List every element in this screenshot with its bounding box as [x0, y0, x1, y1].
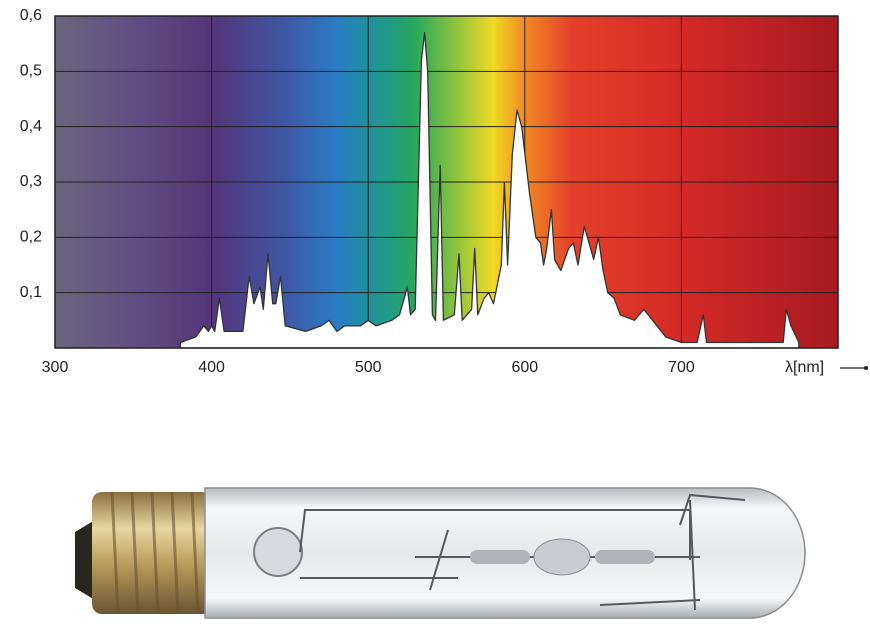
- x-tick-label: 300: [42, 359, 69, 376]
- x-tick-label: 400: [198, 359, 225, 376]
- y-tick-label: 0,5: [20, 63, 42, 80]
- x-tick-label: 500: [355, 359, 382, 376]
- y-tick-label: 0,6: [20, 7, 42, 24]
- y-tick-label: 0,2: [20, 229, 42, 246]
- spectrum-area: [179, 31, 800, 349]
- y-tick-label: 0,1: [20, 284, 42, 301]
- plot-frame: [54, 15, 839, 349]
- lamp-illustration: [75, 487, 806, 619]
- y-tick-label: 0,4: [20, 118, 42, 135]
- x-tick-label: 600: [511, 359, 538, 376]
- x-axis-label: λ[nm]: [785, 359, 824, 376]
- x-tick-label: 700: [668, 359, 695, 376]
- y-tick-label: 0,3: [20, 173, 42, 190]
- axis-arrow-head: [864, 366, 868, 370]
